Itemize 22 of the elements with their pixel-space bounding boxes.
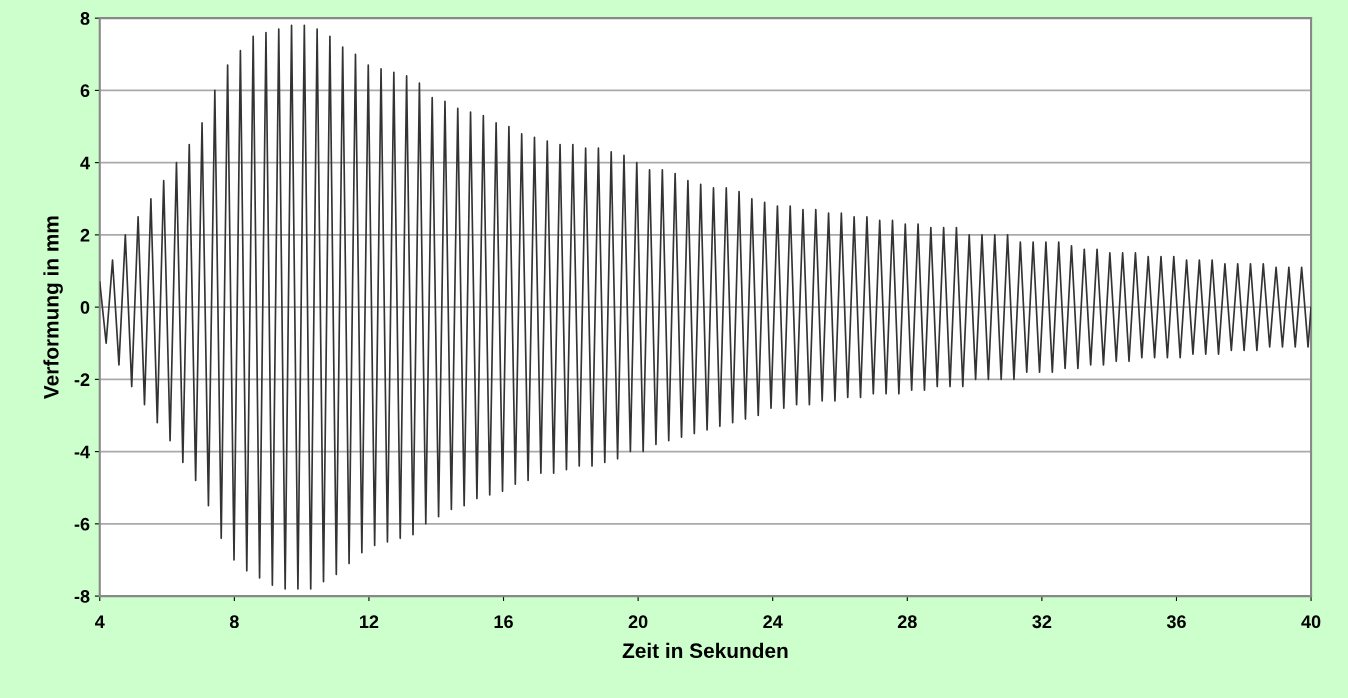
y-tick-label: 2 [80,228,90,242]
x-tick-label: 12 [360,615,379,628]
x-tick-label: 8 [229,615,239,629]
y-tick-label: 8 [80,12,90,25]
y-tick-label: 0 [80,301,90,314]
x-tick-label: 16 [494,615,513,629]
x-tick-label: 24 [763,615,783,628]
y-tick-label: -4 [74,445,90,459]
y-tick-label: -8 [74,590,90,603]
line-series [99,24,1312,590]
y-tick-label: 4 [80,156,90,170]
x-tick-label: 4 [95,615,105,628]
x-axis-title: Zeit in Sekunden [622,642,788,659]
y-tick-label: -2 [74,373,90,386]
y-tick-label: -6 [74,517,90,531]
x-tick-label: 36 [1166,615,1186,629]
y-axis-title: Verformung in mm [43,216,63,399]
x-tick-label: 20 [628,615,648,629]
x-tick-label: 40 [1301,615,1321,629]
y-tick-label: 6 [80,84,90,98]
x-tick-label: 28 [897,615,917,629]
x-tick-label: 32 [1032,615,1052,629]
